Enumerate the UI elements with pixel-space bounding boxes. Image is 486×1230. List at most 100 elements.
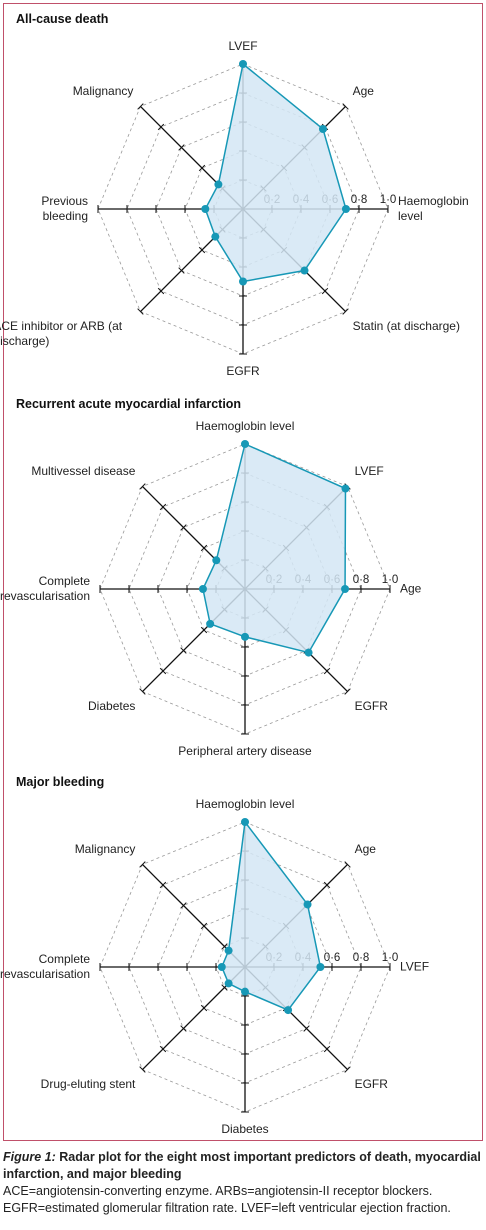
tick-mark bbox=[180, 902, 187, 909]
tick-mark bbox=[157, 287, 165, 295]
tick-mark bbox=[180, 1025, 187, 1032]
category-label: EGFR bbox=[354, 698, 388, 713]
tick-mark bbox=[344, 1066, 351, 1073]
tick-label: 0·8 bbox=[353, 574, 370, 586]
radar-area bbox=[202, 442, 347, 654]
tick-mark bbox=[139, 688, 146, 695]
tick-mark bbox=[342, 103, 349, 110]
category-label: Haemoglobin level bbox=[195, 797, 295, 811]
caption: Figure 1: Radar plot for the eight most … bbox=[3, 1149, 483, 1217]
data-point bbox=[198, 585, 207, 593]
tick-mark bbox=[198, 164, 206, 172]
data-point bbox=[206, 619, 215, 628]
data-point bbox=[284, 1006, 293, 1015]
tick-label: 0·6 bbox=[324, 952, 341, 964]
data-point bbox=[303, 900, 312, 909]
tick-mark bbox=[200, 922, 208, 930]
tick-mark bbox=[221, 943, 228, 950]
data-point bbox=[341, 205, 350, 213]
tick-mark bbox=[159, 503, 167, 511]
data-point bbox=[241, 987, 249, 996]
category-label: LVEF bbox=[400, 959, 430, 974]
tick-mark bbox=[159, 667, 167, 675]
tick-mark bbox=[137, 103, 144, 110]
tick-mark bbox=[178, 144, 185, 151]
data-point bbox=[241, 440, 249, 448]
tick-mark bbox=[180, 524, 187, 531]
data-point bbox=[239, 277, 247, 286]
category-label: Diabetes bbox=[221, 1122, 269, 1136]
grid-ring bbox=[99, 821, 391, 1113]
tick-mark bbox=[200, 1004, 208, 1012]
tick-mark bbox=[342, 308, 349, 315]
data-point bbox=[217, 963, 226, 971]
category-label: LVEF bbox=[354, 464, 384, 479]
category-label: Age bbox=[354, 842, 376, 857]
data-point bbox=[224, 946, 233, 955]
category-label: Complete revascularisation bbox=[0, 952, 90, 981]
tick-mark bbox=[321, 287, 329, 295]
category-label: Previous bleeding bbox=[41, 194, 88, 223]
tick-mark bbox=[139, 1066, 146, 1073]
grid-ring bbox=[97, 63, 389, 355]
data-point bbox=[318, 125, 327, 134]
category-label: Malignancy bbox=[74, 842, 136, 857]
category-label: LVEF bbox=[228, 39, 258, 53]
data-point bbox=[212, 556, 221, 565]
data-point bbox=[214, 180, 223, 189]
data-point bbox=[224, 979, 233, 988]
caption-label: Figure 1: bbox=[3, 1150, 56, 1164]
caption-notes: ACE=angiotensin-converting enzyme. ARBs=… bbox=[3, 1184, 451, 1215]
category-label: Multivessel disease bbox=[31, 464, 136, 479]
tick-mark bbox=[200, 626, 208, 634]
category-label: Complete revascularisation bbox=[0, 574, 90, 603]
tick-mark bbox=[323, 667, 331, 675]
tick-label: 0·8 bbox=[351, 194, 368, 206]
charts: 0·20·40·60·81·00·20·40·60·81·00·20·40·60… bbox=[3, 3, 483, 1141]
tick-mark bbox=[178, 267, 185, 274]
caption-title: Radar plot for the eight most important … bbox=[3, 1150, 481, 1181]
category-label: Haemoglobin level bbox=[398, 194, 469, 223]
data-point bbox=[241, 632, 249, 641]
data-point bbox=[300, 266, 309, 275]
tick-label: 1·0 bbox=[382, 574, 399, 586]
category-label: Drug-eluting stent bbox=[40, 1076, 136, 1091]
category-label: Age bbox=[400, 581, 422, 596]
tick-label: 1·0 bbox=[380, 194, 397, 206]
data-point bbox=[241, 818, 249, 826]
chart-title: Major bleeding bbox=[16, 775, 105, 789]
data-point bbox=[304, 648, 313, 657]
data-point bbox=[341, 484, 350, 493]
tick-mark bbox=[323, 1045, 331, 1053]
category-label: Statin (at discharge) bbox=[352, 318, 460, 333]
grid-ring bbox=[99, 443, 391, 735]
tick-mark bbox=[159, 881, 167, 889]
chart-title: All-cause death bbox=[16, 12, 109, 26]
tick-mark bbox=[159, 1045, 167, 1053]
grid-ring bbox=[186, 530, 304, 648]
category-label: Malignancy bbox=[72, 84, 134, 99]
data-point bbox=[341, 585, 350, 593]
data-point bbox=[239, 60, 247, 68]
data-point bbox=[201, 205, 210, 213]
category-label: ACE inhibitor or ARB (at discharge) bbox=[0, 318, 123, 348]
tick-mark bbox=[221, 984, 228, 991]
tick-mark bbox=[303, 1025, 310, 1032]
grid-ring bbox=[184, 150, 302, 268]
radar-area bbox=[220, 820, 322, 1011]
tick-mark bbox=[180, 647, 187, 654]
radar-area bbox=[204, 62, 347, 283]
category-label: Age bbox=[352, 84, 374, 99]
caption-heading: Figure 1: Radar plot for the eight most … bbox=[3, 1149, 483, 1183]
category-label: Peripheral artery disease bbox=[178, 744, 312, 758]
chart-title: Recurrent acute myocardial infarction bbox=[16, 397, 242, 411]
category-label: Haemoglobin level bbox=[195, 419, 295, 433]
data-point bbox=[316, 963, 325, 971]
frame bbox=[3, 3, 483, 1141]
tick-mark bbox=[157, 123, 165, 131]
data-point bbox=[211, 232, 220, 241]
tick-mark bbox=[137, 308, 144, 315]
tick-mark bbox=[323, 881, 331, 889]
tick-mark bbox=[200, 544, 208, 552]
category-label: EGFR bbox=[354, 1076, 388, 1091]
